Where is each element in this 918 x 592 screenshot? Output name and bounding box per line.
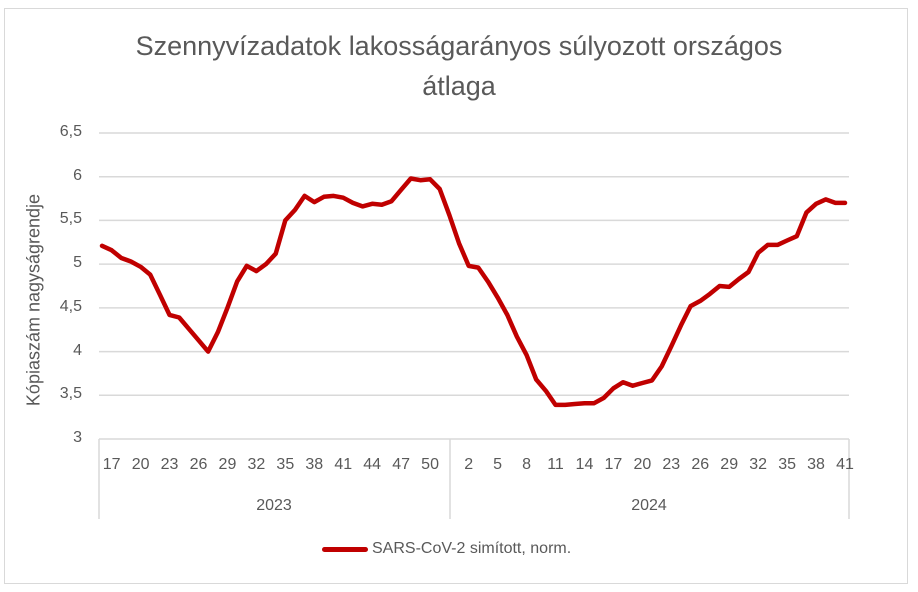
x-tick-label: 44	[363, 456, 382, 473]
chart-title-line1: Szennyvízadatok lakosságarányos súlyozot…	[135, 31, 783, 61]
y-tick-label: 4	[73, 341, 82, 359]
chart-title-line2: átlaga	[422, 71, 496, 101]
x-tick-label: 17	[604, 456, 623, 473]
chart-frame	[4, 8, 908, 584]
y-tick-label: 5	[73, 254, 82, 272]
year-label-2023: 2023	[256, 497, 292, 514]
gridlines	[99, 132, 849, 397]
y-tick-label: 3,5	[59, 385, 82, 403]
legend: SARS-CoV-2 simított, norm.	[322, 540, 571, 558]
chart-title: Szennyvízadatok lakosságarányos súlyozot…	[0, 26, 918, 106]
x-tick-label: 8	[522, 456, 532, 473]
x-tick-label: 29	[720, 456, 739, 473]
x-tick-label: 32	[247, 456, 266, 473]
y-tick-label: 6,5	[59, 123, 82, 140]
y-tick-label: 5,5	[59, 210, 82, 228]
x-tick-label: 26	[691, 456, 710, 473]
x-tick-label: 35	[778, 456, 796, 473]
x-tick-label: 26	[189, 456, 208, 473]
x-tick-label: 20	[633, 456, 652, 473]
x-tick-label: 17	[102, 456, 121, 473]
legend-swatch	[322, 546, 368, 552]
legend-label: SARS-CoV-2 simított, norm.	[372, 540, 572, 557]
x-tick-label: 41	[836, 456, 854, 473]
x-tick-label: 23	[662, 456, 681, 473]
x-tick-label: 5	[493, 456, 503, 473]
x-tick-label: 29	[218, 456, 237, 473]
x-tick-label: 50	[421, 456, 439, 473]
series-line	[99, 176, 848, 408]
x-tick-label: 23	[160, 456, 179, 473]
y-tick-label: 4,5	[59, 297, 82, 315]
x-tick-label: 38	[305, 456, 324, 473]
y-tick-label: 3	[73, 429, 82, 446]
x-tick-label: 2	[464, 456, 474, 473]
x-tick-label: 11	[547, 456, 564, 473]
x-tick-label: 32	[749, 456, 768, 473]
x-tick-label: 35	[276, 456, 295, 473]
x-tick-label: 41	[334, 456, 353, 473]
year-label-2024: 2024	[631, 497, 667, 514]
x-tick-label: 38	[807, 456, 825, 473]
x-tick-label: 14	[575, 456, 594, 473]
x-axis	[98, 438, 850, 519]
x-tick-label: 20	[131, 456, 150, 473]
x-tick-label: 47	[392, 456, 411, 473]
y-tick-label: 6	[73, 166, 82, 184]
